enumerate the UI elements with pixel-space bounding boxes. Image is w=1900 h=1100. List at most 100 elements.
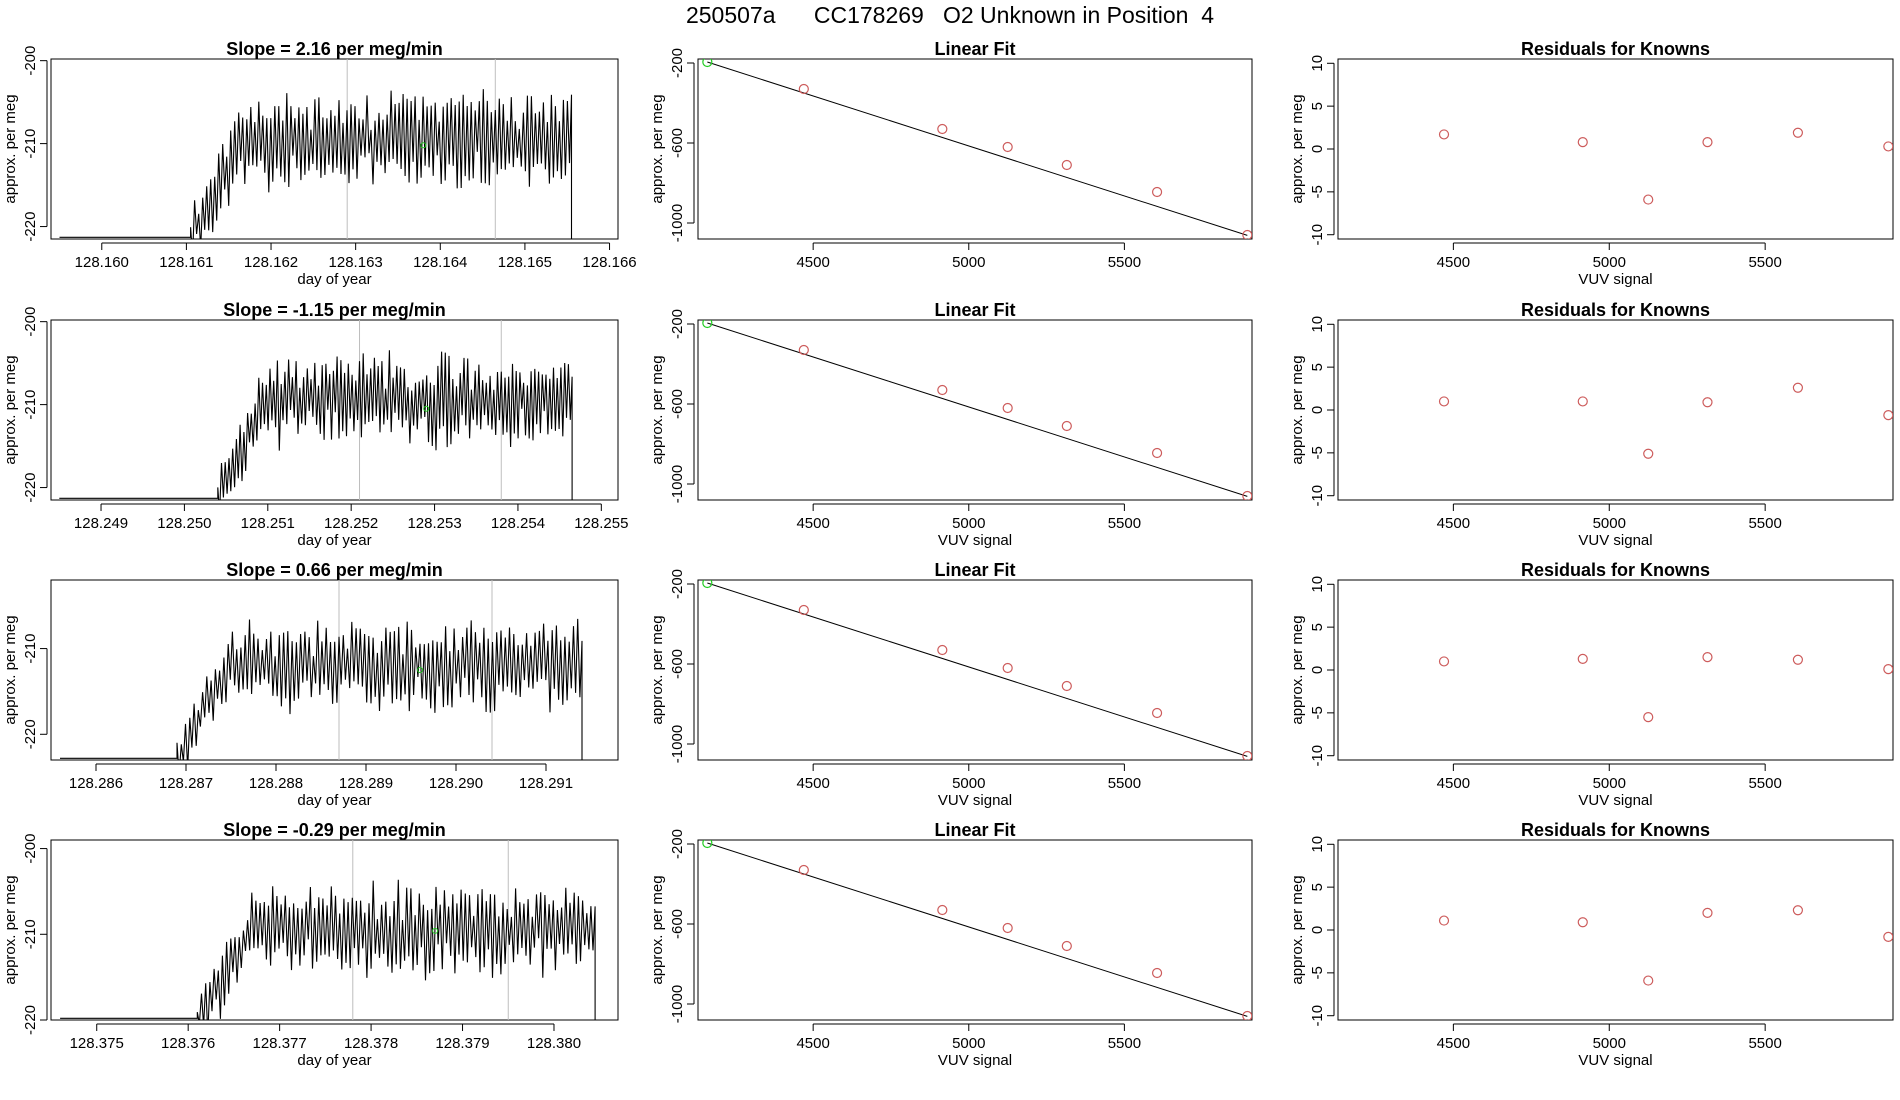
known-point — [798, 604, 809, 616]
panel-r1-c1: Linear Fit 4500 5000 5500 -200 -600 -1000 VUV s… — [649, 300, 1253, 549]
unknown-point — [702, 580, 713, 589]
plot-frame — [697, 839, 1253, 1021]
x-tick-label: 128.286 — [69, 775, 123, 792]
panel-r0-c0: Slope = 2.16 per meg/min 128.160 128.161 12… — [2, 39, 637, 288]
x-axis-label: day of year — [297, 532, 371, 549]
y-tick-label: -210 — [22, 919, 39, 949]
x-tick-label: 5000 — [952, 254, 985, 271]
x-tick-label: 128.165 — [498, 254, 552, 271]
residual-point — [1883, 141, 1893, 152]
x-tick-label: 128.378 — [344, 1035, 398, 1052]
x-tick-label: 5000 — [952, 1035, 985, 1052]
plot-area — [1438, 905, 1893, 986]
x-tick-label: 5000 — [952, 515, 985, 532]
y-tick-label: -5 — [1309, 966, 1326, 979]
time-series-line — [60, 879, 596, 1020]
known-point — [937, 123, 948, 135]
x-tick-label: 128.251 — [241, 515, 295, 532]
plot-frame — [697, 58, 1253, 240]
panel-r2-c0: Slope = 0.66 per meg/min 128.286 128.287 12… — [2, 560, 619, 809]
known-point — [1061, 159, 1072, 171]
plot-area — [702, 320, 1252, 500]
known-point — [1061, 420, 1072, 432]
x-axis-label: VUV signal — [938, 532, 1012, 549]
x-tick-label: 128.254 — [491, 515, 545, 532]
x-tick-label: 128.163 — [329, 254, 383, 271]
known-point — [1002, 662, 1013, 674]
x-tick-label: 128.375 — [70, 1035, 124, 1052]
residual-point — [1438, 915, 1450, 926]
panel-r2-c2: Residuals for Knowns 4500 5000 5500 10 5 0 -5 -1… — [1289, 560, 1894, 809]
x-tick-label: 5000 — [1593, 1035, 1626, 1052]
y-axis-label: approx. per meg — [649, 355, 666, 464]
y-tick-label: -600 — [669, 389, 686, 419]
x-tick-label: 5000 — [1593, 775, 1626, 792]
fit-line — [707, 582, 1248, 757]
green-mean-point — [417, 667, 423, 673]
plot-area — [702, 580, 1252, 760]
x-axis-label: VUV signal — [1578, 1052, 1652, 1069]
x-tick-label: 128.162 — [244, 254, 298, 271]
y-axis-label: approx. per meg — [2, 355, 19, 464]
y-tick-label: 0 — [1309, 926, 1326, 934]
x-axis-label: VUV signal — [1578, 271, 1652, 288]
panel-r3-c0: Slope = -0.29 per meg/min 128.375 128.376 1… — [2, 820, 619, 1069]
y-tick-label: 0 — [1309, 406, 1326, 414]
x-tick-label: 128.290 — [429, 775, 483, 792]
known-point — [1002, 402, 1013, 414]
known-point — [1151, 447, 1163, 459]
y-tick-label: -1000 — [669, 465, 686, 503]
plot-frame — [1337, 58, 1894, 240]
residual-point — [1883, 931, 1893, 942]
panel-title: Residuals for Knowns — [1521, 300, 1710, 320]
plot-frame — [697, 579, 1253, 761]
known-point — [798, 864, 809, 876]
x-axis-label: VUV signal — [938, 1052, 1012, 1069]
x-tick-label: 128.161 — [159, 254, 213, 271]
x-tick-label: 5500 — [1108, 1035, 1141, 1052]
unknown-point — [702, 840, 713, 849]
residual-point — [1577, 137, 1588, 148]
x-tick-label: 128.250 — [157, 515, 211, 532]
y-tick-label: -1000 — [669, 985, 686, 1023]
plot-area — [60, 840, 596, 1020]
y-tick-label: -200 — [22, 46, 39, 76]
y-tick-label: -220 — [22, 719, 39, 749]
y-tick-label: 5 — [1309, 883, 1326, 891]
plot-frame — [50, 579, 619, 761]
y-tick-label: -210 — [22, 390, 39, 420]
panel-r2-c1: Linear Fit 4500 5000 5500 -200 -600 -1000 VUV s… — [649, 560, 1253, 809]
plot-area — [702, 59, 1252, 239]
y-tick-label: -10 — [1309, 1005, 1326, 1027]
y-tick-label: 10 — [1309, 576, 1326, 593]
x-axis-label: day of year — [297, 271, 371, 288]
known-point — [798, 83, 809, 95]
plot-frame — [50, 58, 619, 240]
y-axis-label: approx. per meg — [1289, 355, 1306, 464]
y-tick-label: -210 — [22, 634, 39, 664]
x-tick-label: 128.164 — [413, 254, 467, 271]
x-tick-label: 5500 — [1108, 515, 1141, 532]
residual-point — [1702, 907, 1713, 918]
x-tick-label: 5500 — [1748, 1035, 1781, 1052]
y-tick-label: -200 — [669, 569, 686, 599]
y-tick-label: -220 — [22, 212, 39, 242]
x-tick-label: 128.291 — [519, 775, 573, 792]
y-tick-label: -200 — [669, 829, 686, 859]
plot-area — [60, 580, 583, 760]
y-axis-label: approx. per meg — [2, 875, 19, 984]
x-tick-label: 4500 — [1437, 775, 1470, 792]
residual-point — [1577, 653, 1588, 664]
x-tick-label: 128.380 — [527, 1035, 581, 1052]
y-tick-label: 5 — [1309, 102, 1326, 110]
x-tick-label: 5000 — [1593, 254, 1626, 271]
known-point — [1061, 680, 1072, 692]
residual-point — [1792, 905, 1804, 916]
panel-title: Linear Fit — [934, 39, 1015, 59]
plot-area — [59, 320, 573, 500]
y-axis-label: approx. per meg — [1289, 615, 1306, 724]
x-tick-label: 128.379 — [435, 1035, 489, 1052]
residual-point — [1792, 382, 1804, 393]
y-tick-label: -600 — [669, 909, 686, 939]
